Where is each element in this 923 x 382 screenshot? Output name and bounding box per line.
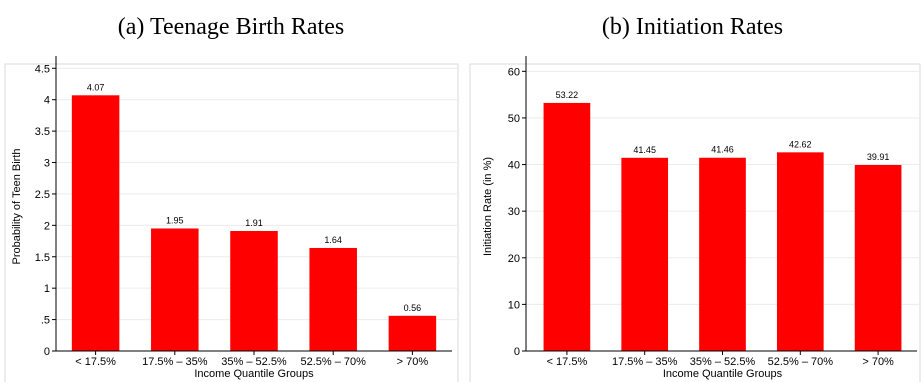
bar-chart-initiation: 0 10 20 30 40 50 60 53.22 < 17.5% 41.45 17.5% – 35… — [469, 56, 921, 382]
y-tick-label: 1 — [44, 283, 50, 295]
bar — [854, 164, 902, 351]
x-tick-label: > 70% — [397, 356, 429, 368]
data-label: 41.45 — [633, 145, 656, 155]
y-tick-label: 4.5 — [35, 63, 50, 75]
y-tick-label: 4 — [44, 95, 50, 107]
y-axis-title: Probability of Teen Birth — [11, 149, 23, 265]
data-label: 1.95 — [166, 215, 184, 225]
chart-panel-teen-birth: (a) Teenage Birth Rates 0 .5 1 1.5 2 2.5 3 3.5 4… — [4, 14, 459, 382]
x-tick-label: 35% – 52.5% — [221, 356, 287, 368]
y-tick-label: 3.5 — [35, 126, 50, 138]
plot-area-border — [4, 63, 459, 382]
x-tick-label: 35% – 52.5% — [690, 356, 756, 368]
plot-area-border — [469, 63, 921, 382]
y-tick-label: 3 — [44, 158, 50, 170]
data-label: 39.91 — [867, 152, 890, 162]
bar — [230, 231, 278, 351]
bar-chart-teen-birth: 0 .5 1 1.5 2 2.5 3 3.5 4 4.5 4.07 < 17.5% 1.95 17.5% … — [4, 56, 459, 382]
y-tick-label: 40 — [508, 160, 520, 172]
x-axis-title: Income Quantile Groups — [194, 368, 314, 380]
y-axis-title: Initiation Rate (in %) — [482, 157, 494, 256]
y-tick-label: 2.5 — [35, 189, 50, 201]
data-label: 1.91 — [245, 218, 263, 228]
bar — [309, 247, 357, 351]
x-tick-label: 17.5% – 35% — [612, 356, 678, 368]
bar — [543, 102, 591, 351]
x-tick-label: > 70% — [862, 356, 894, 368]
x-tick-label: 52.5% – 70% — [300, 356, 366, 368]
y-tick-label: 0 — [514, 346, 520, 358]
bar — [151, 228, 199, 351]
data-label: 53.22 — [556, 90, 579, 100]
y-tick-label: 60 — [508, 66, 520, 78]
y-tick-label: .5 — [41, 315, 50, 327]
y-tick-label: 10 — [508, 299, 520, 311]
x-tick-label: 52.5% – 70% — [768, 356, 834, 368]
x-axis-title: Income Quantile Groups — [663, 368, 783, 380]
bar — [71, 95, 120, 352]
bar — [699, 157, 746, 351]
y-tick-label: 0 — [44, 346, 50, 358]
data-label: 1.64 — [324, 235, 342, 245]
chart-title: (a) Teenage Birth Rates — [117, 14, 345, 40]
y-tick-label: 20 — [508, 253, 520, 265]
data-label: 41.46 — [711, 145, 734, 155]
bar — [388, 315, 437, 351]
x-tick-label: < 17.5% — [75, 356, 116, 368]
y-tick-label: 2 — [44, 220, 50, 232]
x-tick-label: 17.5% – 35% — [142, 356, 208, 368]
chart-panel-initiation: (b) Initiation Rates 0 10 20 30 40 50 60 53.22 <… — [462, 0, 923, 382]
data-label: 42.62 — [789, 139, 812, 149]
bar — [621, 157, 669, 351]
y-tick-label: 1.5 — [35, 252, 50, 264]
data-label: 4.07 — [87, 82, 105, 92]
y-tick-label: 30 — [508, 206, 520, 218]
bar — [776, 152, 824, 351]
chart-title: (b) Initiation Rates — [601, 14, 784, 40]
y-tick-label: 50 — [508, 113, 520, 125]
x-tick-label: < 17.5% — [547, 356, 588, 368]
data-label: 0.56 — [404, 303, 422, 313]
